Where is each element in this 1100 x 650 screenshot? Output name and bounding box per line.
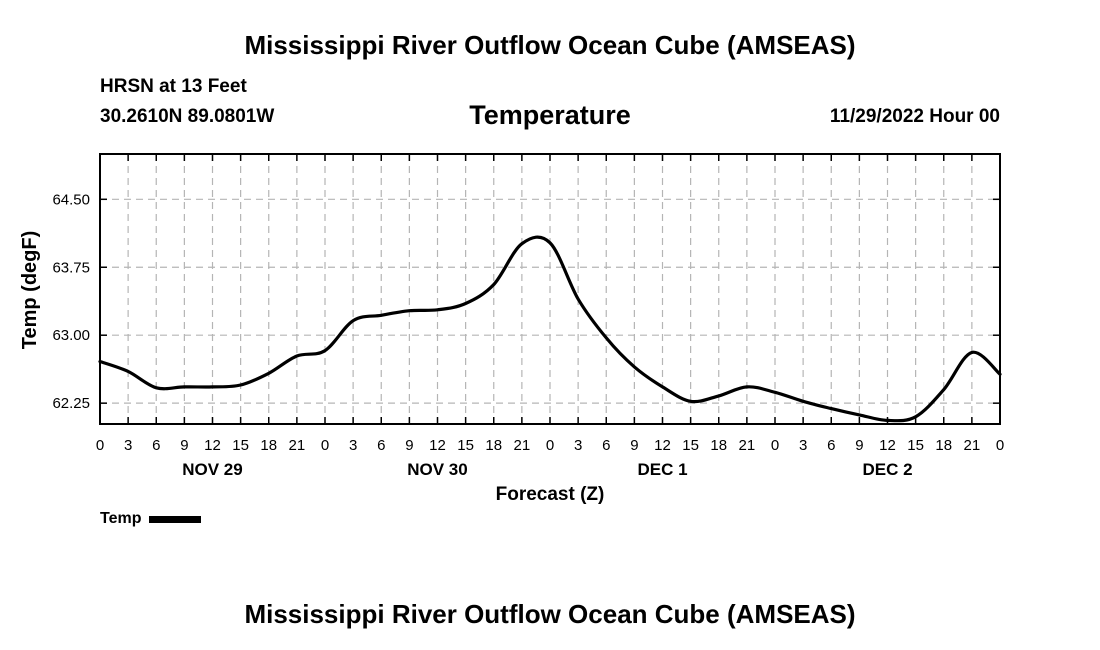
axis-layer: 0 3 6 9 12 15 18 21 0 3 6 9 12 15 18 21 0 3 6 9 12 15 18 21 0 3 6 9… xyxy=(52,153,1004,479)
x-tick-label: 15 xyxy=(232,437,249,454)
series-line-temp xyxy=(98,235,1002,423)
x-tick-label: 6 xyxy=(602,437,610,454)
chart-main-title: Mississippi River Outflow Ocean Cube (AM… xyxy=(244,30,856,60)
x-tick-label: 0 xyxy=(96,437,104,454)
x-tick-label: 15 xyxy=(457,437,474,454)
x-tick-label: 6 xyxy=(827,437,835,454)
x-tick-label: 0 xyxy=(771,437,779,454)
x-day-label: NOV 30 xyxy=(407,460,467,479)
y-tick-label: 64.50 xyxy=(52,191,90,208)
x-tick-label: 12 xyxy=(429,437,446,454)
x-tick-label: 3 xyxy=(349,437,357,454)
legend: Temp xyxy=(100,510,202,528)
grid-layer xyxy=(100,154,1000,424)
x-tick-label: 21 xyxy=(739,437,756,454)
x-tick-label: 9 xyxy=(855,437,863,454)
x-tick-label: 21 xyxy=(289,437,306,454)
forecast-datetime: 11/29/2022 Hour 00 xyxy=(829,106,1000,127)
x-tick-label: 3 xyxy=(124,437,132,454)
x-day-label: NOV 29 xyxy=(182,460,242,479)
legend-label: Temp xyxy=(100,510,142,527)
x-tick-label: 9 xyxy=(180,437,188,454)
x-axis-title: Forecast (Z) xyxy=(496,484,605,505)
legend-line-swatch xyxy=(149,515,202,523)
x-tick-label: 12 xyxy=(879,437,896,454)
x-tick-label: 15 xyxy=(682,437,699,454)
x-day-label: DEC 2 xyxy=(862,460,912,479)
x-tick-label: 0 xyxy=(546,437,554,454)
station-label: HRSN at 13 Feet xyxy=(100,76,247,97)
x-tick-label: 3 xyxy=(574,437,582,454)
x-tick-label: 12 xyxy=(204,437,221,454)
x-tick-label: 21 xyxy=(514,437,531,454)
x-tick-label: 18 xyxy=(260,437,277,454)
x-tick-label: 3 xyxy=(799,437,807,454)
y-axis-title: Temp (degF) xyxy=(19,231,41,350)
x-tick-label: 9 xyxy=(405,437,413,454)
x-tick-label: 6 xyxy=(152,437,160,454)
x-tick-label: 18 xyxy=(485,437,502,454)
y-tick-label: 63.00 xyxy=(52,327,90,344)
y-tick-label: 63.75 xyxy=(52,259,90,276)
x-tick-label: 9 xyxy=(630,437,638,454)
x-tick-label: 18 xyxy=(935,437,952,454)
chart-subtitle: Temperature xyxy=(469,100,631,130)
x-tick-label: 12 xyxy=(654,437,671,454)
x-tick-label: 15 xyxy=(907,437,924,454)
series-layer xyxy=(98,235,1002,423)
y-tick-label: 62.25 xyxy=(52,395,90,412)
x-day-label: DEC 1 xyxy=(637,460,687,479)
x-tick-label: 0 xyxy=(321,437,329,454)
x-tick-label: 21 xyxy=(964,437,981,454)
footer-title: Mississippi River Outflow Ocean Cube (AM… xyxy=(244,599,856,629)
station-coordinates: 30.2610N 89.0801W xyxy=(100,106,275,127)
x-tick-label: 0 xyxy=(996,437,1004,454)
x-tick-label: 18 xyxy=(710,437,727,454)
x-tick-label: 6 xyxy=(377,437,385,454)
plot-frame xyxy=(99,153,1001,425)
